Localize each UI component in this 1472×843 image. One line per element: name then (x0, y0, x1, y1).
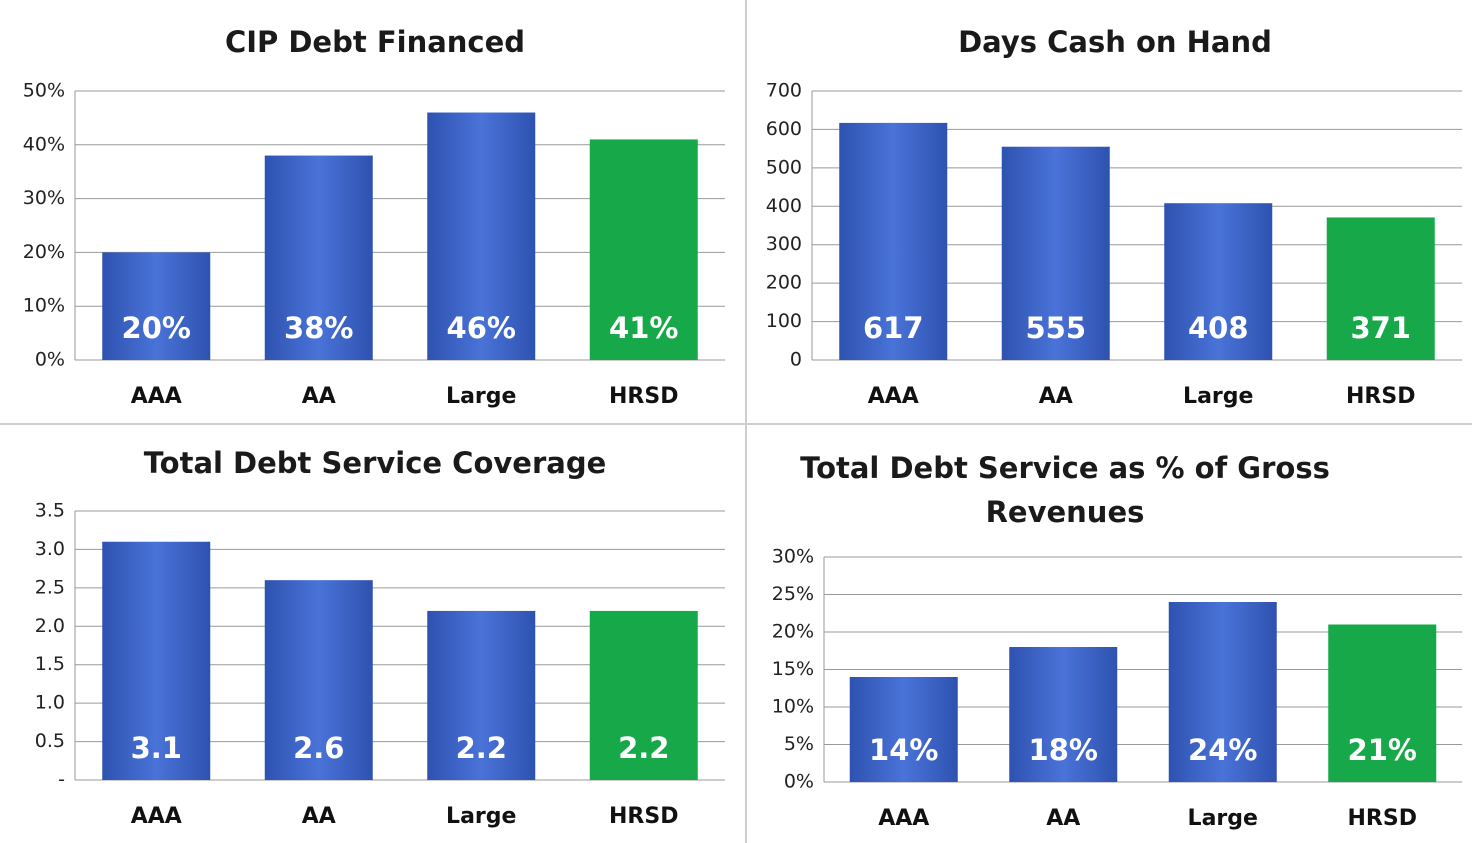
y-tick-label: 30% (23, 187, 65, 209)
y-tick-label: 2.0 (35, 615, 65, 637)
y-tick-label: 300 (766, 233, 802, 255)
x-tick-label: AAA (131, 804, 182, 829)
x-tick-label: Large (1188, 806, 1258, 831)
y-tick-label: 0 (790, 349, 802, 371)
x-tick-label: AA (302, 384, 336, 409)
chart-title: Total Debt Service as % of Gross Revenue… (800, 451, 1330, 529)
chart-title: CIP Debt Financed (224, 25, 526, 59)
data-label: 38% (284, 311, 353, 345)
y-tick-label: 400 (766, 195, 802, 217)
x-tick-label: AAA (868, 384, 919, 409)
y-tick-label: 25% (772, 583, 814, 605)
data-label: 41% (609, 311, 678, 345)
y-tick-label: - (58, 769, 65, 791)
y-tick-label: 600 (766, 118, 802, 140)
x-tick-label: AAA (878, 806, 929, 831)
y-tick-label: 10% (23, 295, 65, 317)
data-label: 46% (447, 311, 516, 345)
data-label: 371 (1350, 311, 1411, 345)
chart-title: Days Cash on Hand (958, 25, 1272, 59)
bar (1328, 624, 1437, 782)
y-tick-label: 2.5 (35, 576, 65, 598)
y-tick-label: 500 (766, 156, 802, 178)
y-tick-label: 5% (784, 733, 814, 755)
y-tick-label: 1.0 (35, 692, 65, 714)
data-label: 408 (1188, 311, 1249, 345)
bar (589, 610, 698, 780)
data-label: 2.6 (293, 731, 344, 765)
y-tick-label: 20% (23, 241, 65, 263)
data-label: 20% (122, 311, 191, 345)
data-label: 18% (1029, 733, 1098, 767)
y-tick-label: 10% (772, 696, 814, 718)
chart-title: Total Debt Service Coverage (143, 446, 607, 480)
x-tick-label: AAA (131, 384, 182, 409)
data-label: 617 (863, 311, 924, 345)
x-tick-label: Large (446, 804, 516, 829)
data-label: 14% (869, 733, 938, 767)
x-tick-label: AA (302, 804, 336, 829)
y-tick-label: 3.0 (35, 538, 65, 560)
x-tick-label: AA (1046, 806, 1080, 831)
y-tick-label: 0% (784, 771, 814, 793)
y-tick-label: 15% (772, 658, 814, 680)
data-label: 2.2 (618, 731, 669, 765)
y-tick-label: 0.5 (35, 730, 65, 752)
x-tick-label: Large (1183, 384, 1253, 409)
x-tick-label: HRSD (609, 804, 678, 829)
y-tick-label: 1.5 (35, 653, 65, 675)
bar (589, 139, 698, 360)
x-tick-label: HRSD (609, 384, 678, 409)
bar (1164, 203, 1273, 360)
bar (102, 541, 211, 780)
y-tick-label: 200 (766, 272, 802, 294)
y-tick-label: 700 (766, 80, 802, 102)
y-tick-label: 30% (772, 546, 814, 568)
x-tick-label: HRSD (1346, 384, 1415, 409)
bar (839, 122, 948, 360)
x-tick-label: Large (446, 384, 516, 409)
bar (264, 155, 373, 360)
data-label: 3.1 (131, 731, 182, 765)
bar (427, 610, 536, 780)
bar (1326, 217, 1435, 360)
bar (1168, 602, 1277, 782)
y-tick-label: 40% (23, 133, 65, 155)
bar (427, 112, 536, 361)
bar (264, 580, 373, 780)
y-tick-label: 20% (772, 621, 814, 643)
bar (849, 677, 958, 782)
data-label: 21% (1348, 733, 1417, 767)
bar (1001, 146, 1110, 360)
data-label: 2.2 (456, 731, 507, 765)
x-tick-label: HRSD (1348, 806, 1417, 831)
x-tick-label: AA (1039, 384, 1073, 409)
data-label: 555 (1025, 311, 1086, 345)
bar (1009, 647, 1118, 782)
y-tick-label: 0% (35, 349, 65, 371)
y-tick-label: 3.5 (35, 500, 65, 522)
y-tick-label: 50% (23, 80, 65, 102)
bar (102, 252, 211, 360)
data-label: 24% (1188, 733, 1257, 767)
y-tick-label: 100 (766, 310, 802, 332)
